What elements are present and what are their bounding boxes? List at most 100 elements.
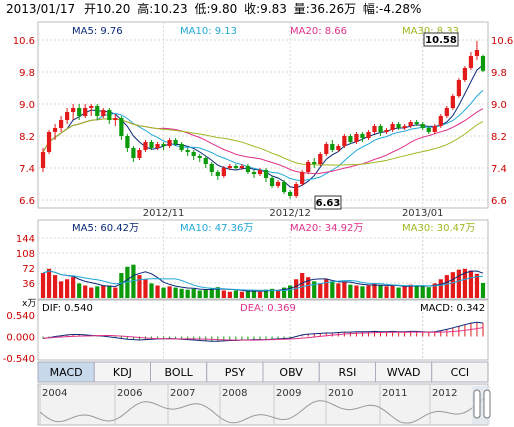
candle-body (191, 152, 196, 156)
candle-body (221, 168, 226, 176)
volume-bar (245, 291, 251, 298)
ma10-label: MA10: 9.13 (180, 26, 237, 37)
timeline-year: 2006 (117, 388, 142, 399)
candle-body (384, 130, 389, 132)
candle-body (77, 108, 82, 116)
candle-body (40, 152, 46, 168)
tab-cci[interactable] (431, 361, 489, 383)
candle-body (342, 136, 347, 146)
volume-bar (65, 279, 70, 298)
candle-body (462, 68, 468, 80)
candle-body (396, 124, 401, 128)
volume-bar (215, 287, 220, 298)
candle-body (101, 110, 106, 116)
volume-bar (263, 289, 269, 298)
candle-body (275, 182, 281, 186)
volume-bar (155, 285, 160, 298)
price-tick-right: 9.0 (491, 100, 507, 111)
volume-bar (306, 277, 311, 298)
candle-body (197, 156, 202, 158)
candle-body (318, 154, 323, 164)
candle-body (432, 126, 437, 132)
timeline-year: 2007 (170, 388, 195, 399)
tab-label: OBV (279, 366, 303, 379)
tab-label: MACD (50, 366, 83, 379)
tab-label: PSY (225, 366, 246, 379)
volume-ma10-line (42, 270, 484, 292)
volume-bar (462, 268, 468, 298)
candle-body (89, 106, 94, 108)
max-marker: 10.58 (423, 32, 459, 47)
candle-body (239, 166, 245, 168)
candle-body (203, 158, 208, 164)
navigator-left-handle[interactable] (473, 389, 481, 419)
timeline-year: 2009 (276, 388, 301, 399)
tab-label: RSI (338, 366, 356, 379)
candle-body (312, 162, 317, 164)
price-tick-right: 7.4 (491, 164, 507, 175)
svg-text:DIF: 0.540: DIF: 0.540 (42, 303, 93, 314)
volume-bar (420, 286, 425, 298)
candle-body (125, 136, 130, 148)
candle-body (408, 122, 413, 126)
volume-bar (372, 283, 377, 298)
candle-body (263, 170, 269, 178)
svg-text:MACD: 0.342: MACD: 0.342 (420, 303, 485, 314)
candle-body (233, 166, 238, 168)
candle-body (227, 166, 232, 168)
price-tick-left: 8.2 (19, 132, 35, 143)
candle-body (143, 142, 148, 150)
candle-body (95, 106, 100, 116)
volume-bar (288, 285, 293, 298)
volume-bar (318, 283, 323, 298)
volume-bar (101, 285, 106, 298)
volume-bar (185, 289, 190, 298)
candle-body (372, 126, 377, 132)
price-panel (37, 21, 489, 209)
candle-body (245, 166, 251, 172)
candle-body (58, 120, 64, 128)
volume-bar (251, 290, 257, 298)
candle-body (414, 122, 419, 124)
candle-body (113, 118, 118, 120)
volume-bar (474, 273, 480, 298)
volume-bar (143, 279, 148, 298)
tab-label: BOLL (164, 366, 193, 379)
volume-bar (125, 266, 130, 298)
volume-bar (450, 272, 455, 298)
candle-body (155, 144, 160, 148)
volume-bar (197, 290, 202, 298)
navigator-right-handle[interactable] (483, 389, 491, 419)
svg-text:MA5: 60.42万: MA5: 60.42万 (72, 223, 139, 234)
volume-bar (456, 269, 461, 298)
volume-bar (444, 275, 449, 298)
volume-bar (113, 287, 118, 298)
candle-body (137, 150, 142, 158)
candle-body (456, 80, 461, 96)
candle-body (65, 112, 70, 120)
candle-body (474, 50, 480, 56)
volume-bar (137, 275, 142, 298)
dea-line (42, 327, 484, 341)
candle-body (167, 140, 172, 146)
timeline-year: 2012 (432, 388, 457, 399)
candle-body (173, 140, 178, 144)
candle-body (209, 164, 214, 172)
volume-bar (275, 290, 281, 298)
svg-text:DEA: 0.369: DEA: 0.369 (240, 303, 296, 314)
candle-body (300, 172, 305, 184)
volume-bar (239, 291, 245, 298)
volume-bar (378, 285, 383, 298)
candle-body (119, 118, 124, 136)
volume-bar (89, 287, 94, 298)
candle-body (468, 56, 474, 68)
candle-body (288, 192, 293, 196)
candle-body (269, 178, 275, 186)
volume-tick: 72 (22, 264, 35, 275)
volume-bar (107, 285, 112, 298)
volume-bar (227, 291, 232, 298)
volume-bar (173, 287, 178, 298)
macd-tick: 0.000 (6, 333, 35, 344)
volume-bar (330, 281, 335, 298)
